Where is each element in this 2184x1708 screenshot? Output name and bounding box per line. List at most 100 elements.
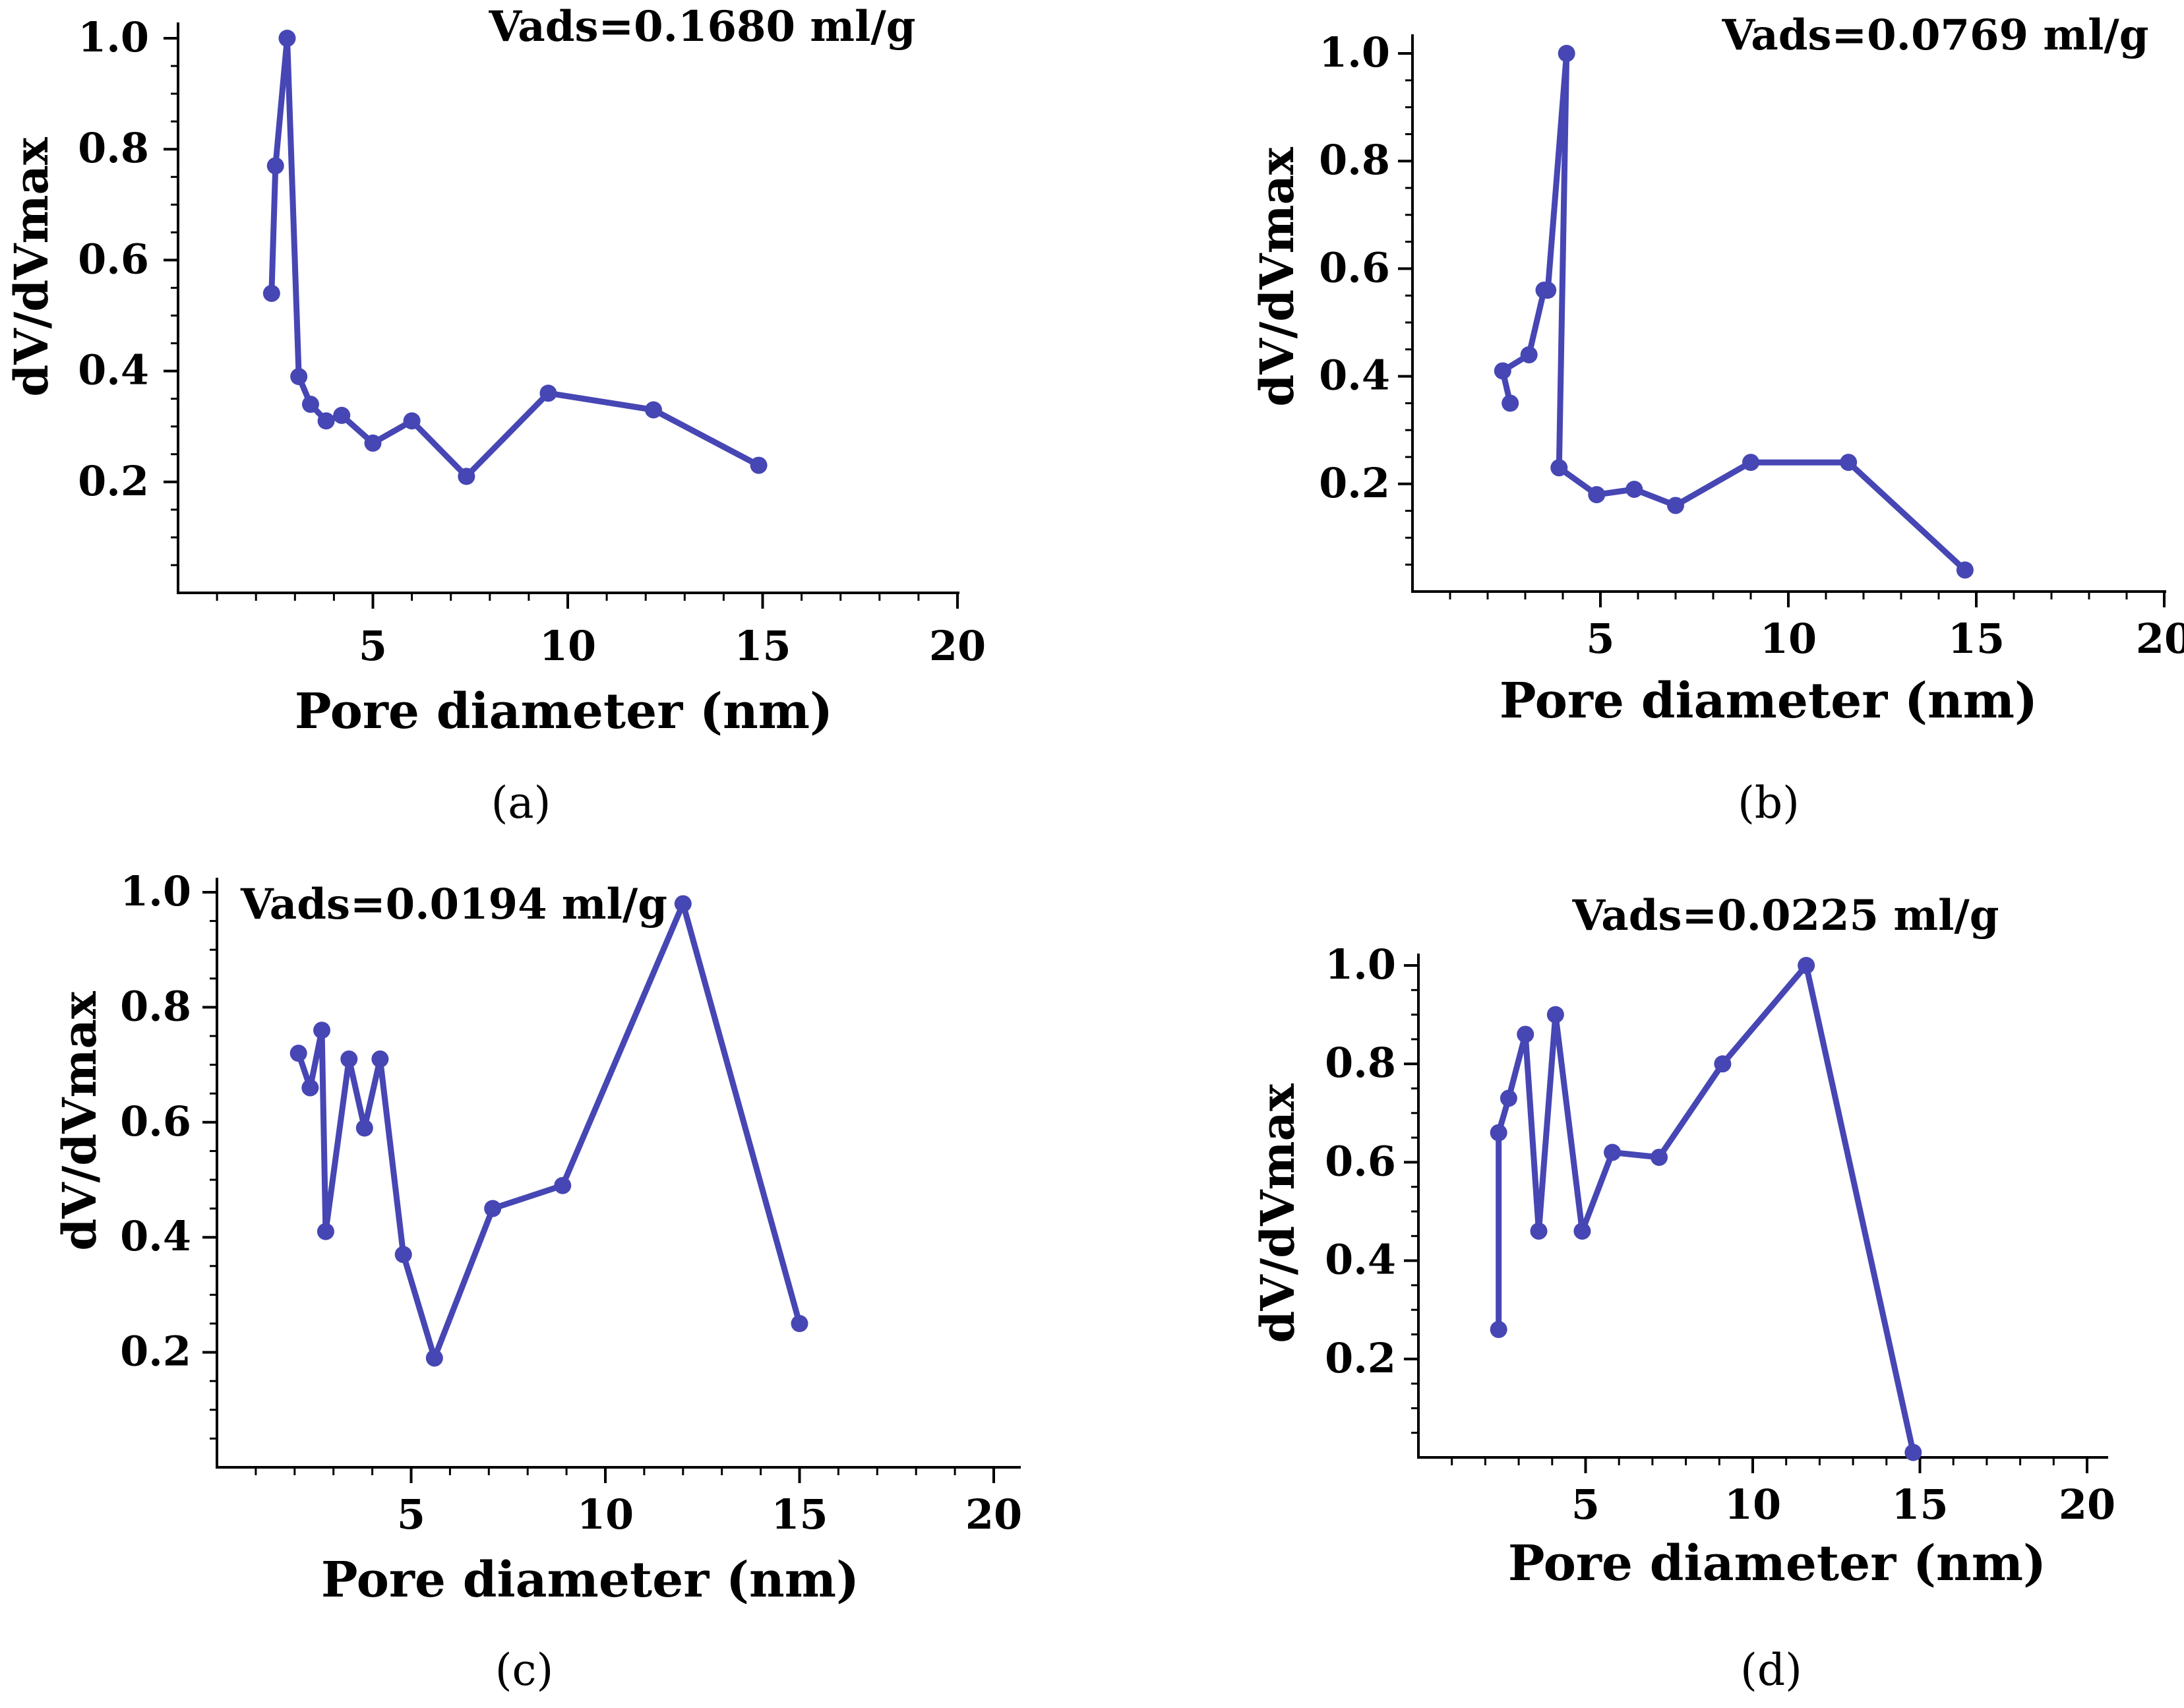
- x-tick-label: 20: [929, 622, 986, 670]
- chart-panel-a: 5 10 15 20 0.2 0.4 0.6 0.8 1.0 dV/dVmax Pore diame…: [4, 2, 986, 828]
- data-point: [1956, 561, 1974, 579]
- series-line: [1500, 50, 1968, 573]
- data-point: [791, 1315, 808, 1332]
- y-tick-label: 0.6: [1319, 243, 1390, 291]
- y-tick-label: 0.8: [1325, 1039, 1396, 1087]
- data-point: [317, 412, 335, 430]
- data-point: [1573, 1222, 1591, 1240]
- data-point: [1530, 1222, 1548, 1240]
- data-point: [1667, 497, 1684, 514]
- chart-panel-c: 5 10 15 20 0.2 0.4 0.6 0.8 1.0 dV/dVmax Pore diame…: [52, 867, 1022, 1695]
- data-point: [1502, 394, 1519, 412]
- y-tick-label: 0.4: [78, 346, 149, 394]
- data-point: [1714, 1055, 1732, 1073]
- y-tick-label: 0.6: [78, 235, 149, 283]
- y-tick-label: 1.0: [120, 867, 191, 915]
- x-tick-label: 5: [359, 622, 387, 670]
- y-axis-label: dV/dVmax: [52, 991, 107, 1251]
- x-tick-label: 20: [965, 1490, 1022, 1539]
- data-point: [1517, 1025, 1534, 1043]
- x-tick-label: 5: [1586, 615, 1614, 663]
- data-point: [458, 468, 475, 485]
- x-tick-label: 10: [1724, 1480, 1781, 1529]
- data-point: [371, 1050, 389, 1068]
- y-tick-label: 0.8: [120, 982, 191, 1030]
- data-point: [364, 434, 382, 452]
- data-point: [1490, 1321, 1507, 1339]
- x-axis-label: Pore diameter (nm): [321, 1552, 859, 1608]
- vads-annotation: Vads=0.1680 ml/g: [488, 2, 915, 51]
- x-tick-label: 5: [397, 1490, 425, 1539]
- data-point: [289, 1045, 307, 1062]
- data-point: [266, 157, 284, 175]
- data-point: [1604, 1144, 1622, 1161]
- data-point: [340, 1050, 358, 1068]
- y-tick-label: 1.0: [1325, 940, 1396, 989]
- data-point: [333, 406, 351, 424]
- x-tick-label: 15: [734, 622, 791, 670]
- vads-annotation: Vads=0.0225 ml/g: [1571, 891, 1999, 940]
- x-tick-label: 15: [1891, 1480, 1948, 1529]
- data-point: [539, 384, 557, 402]
- data-point: [1558, 45, 1575, 62]
- panel-caption: (b): [1738, 778, 1800, 828]
- x-axis-label: Pore diameter (nm): [1508, 1535, 2046, 1592]
- x-axis-label: Pore diameter (nm): [295, 683, 833, 740]
- data-point: [1625, 480, 1643, 498]
- y-tick-label: 1.0: [1319, 28, 1390, 76]
- data-point: [1546, 1006, 1564, 1023]
- y-tick-label: 0.2: [1325, 1334, 1396, 1382]
- x-tick-label: 15: [1948, 615, 2005, 663]
- data-point: [301, 1079, 319, 1097]
- data-point: [313, 1022, 331, 1039]
- panel-caption: (c): [495, 1645, 553, 1695]
- data-point: [1840, 454, 1858, 472]
- data-point: [394, 1246, 412, 1264]
- data-point: [317, 1223, 334, 1240]
- x-tick-label: 5: [1571, 1480, 1600, 1529]
- data-point: [1500, 1089, 1517, 1107]
- x-tick-label: 10: [577, 1490, 634, 1539]
- y-tick-label: 0.6: [120, 1097, 191, 1145]
- data-point: [1798, 957, 1815, 974]
- data-point: [1539, 282, 1557, 299]
- data-point: [301, 396, 319, 413]
- y-tick-label: 0.8: [78, 124, 149, 172]
- data-point: [554, 1176, 572, 1194]
- data-point: [1520, 346, 1538, 363]
- y-tick-label: 0.8: [1319, 136, 1390, 184]
- data-point: [262, 284, 280, 302]
- data-point: [484, 1200, 502, 1217]
- x-tick-label: 15: [771, 1490, 828, 1539]
- data-point: [1651, 1148, 1668, 1166]
- panel-caption: (a): [491, 778, 551, 828]
- data-point: [278, 30, 296, 47]
- y-axis-label: dV/dVmax: [1250, 146, 1304, 407]
- x-tick-label: 20: [2059, 1480, 2115, 1529]
- y-tick-label: 0.4: [1319, 351, 1390, 400]
- x-tick-label: 20: [2136, 615, 2184, 663]
- y-axis-label: dV/dVmax: [4, 137, 59, 397]
- data-point: [1490, 1124, 1507, 1142]
- data-point: [290, 368, 308, 386]
- y-axis-label: dV/dVmax: [1250, 1083, 1305, 1343]
- y-tick-label: 0.2: [120, 1327, 191, 1376]
- data-point: [403, 412, 421, 430]
- x-axis-label: Pore diameter (nm): [1500, 673, 2038, 729]
- panel-caption: (d): [1740, 1645, 1802, 1695]
- series-line: [295, 900, 803, 1361]
- series-line: [1496, 962, 1916, 1455]
- data-point: [1904, 1444, 1922, 1461]
- y-tick-label: 0.4: [1325, 1236, 1396, 1284]
- data-point: [1588, 486, 1606, 504]
- x-tick-label: 10: [1760, 615, 1817, 663]
- data-point: [355, 1119, 373, 1137]
- data-point: [645, 401, 663, 419]
- y-tick-label: 0.6: [1325, 1137, 1396, 1185]
- y-tick-label: 0.2: [1319, 459, 1390, 507]
- data-point: [425, 1349, 443, 1367]
- y-tick-label: 1.0: [78, 13, 149, 61]
- chart-panel-b: 5 10 15 20 0.2 0.4 0.6 0.8 1.0 dV/dVmax Pore diame…: [1250, 11, 2184, 828]
- data-point: [1550, 459, 1568, 477]
- data-point: [674, 895, 692, 913]
